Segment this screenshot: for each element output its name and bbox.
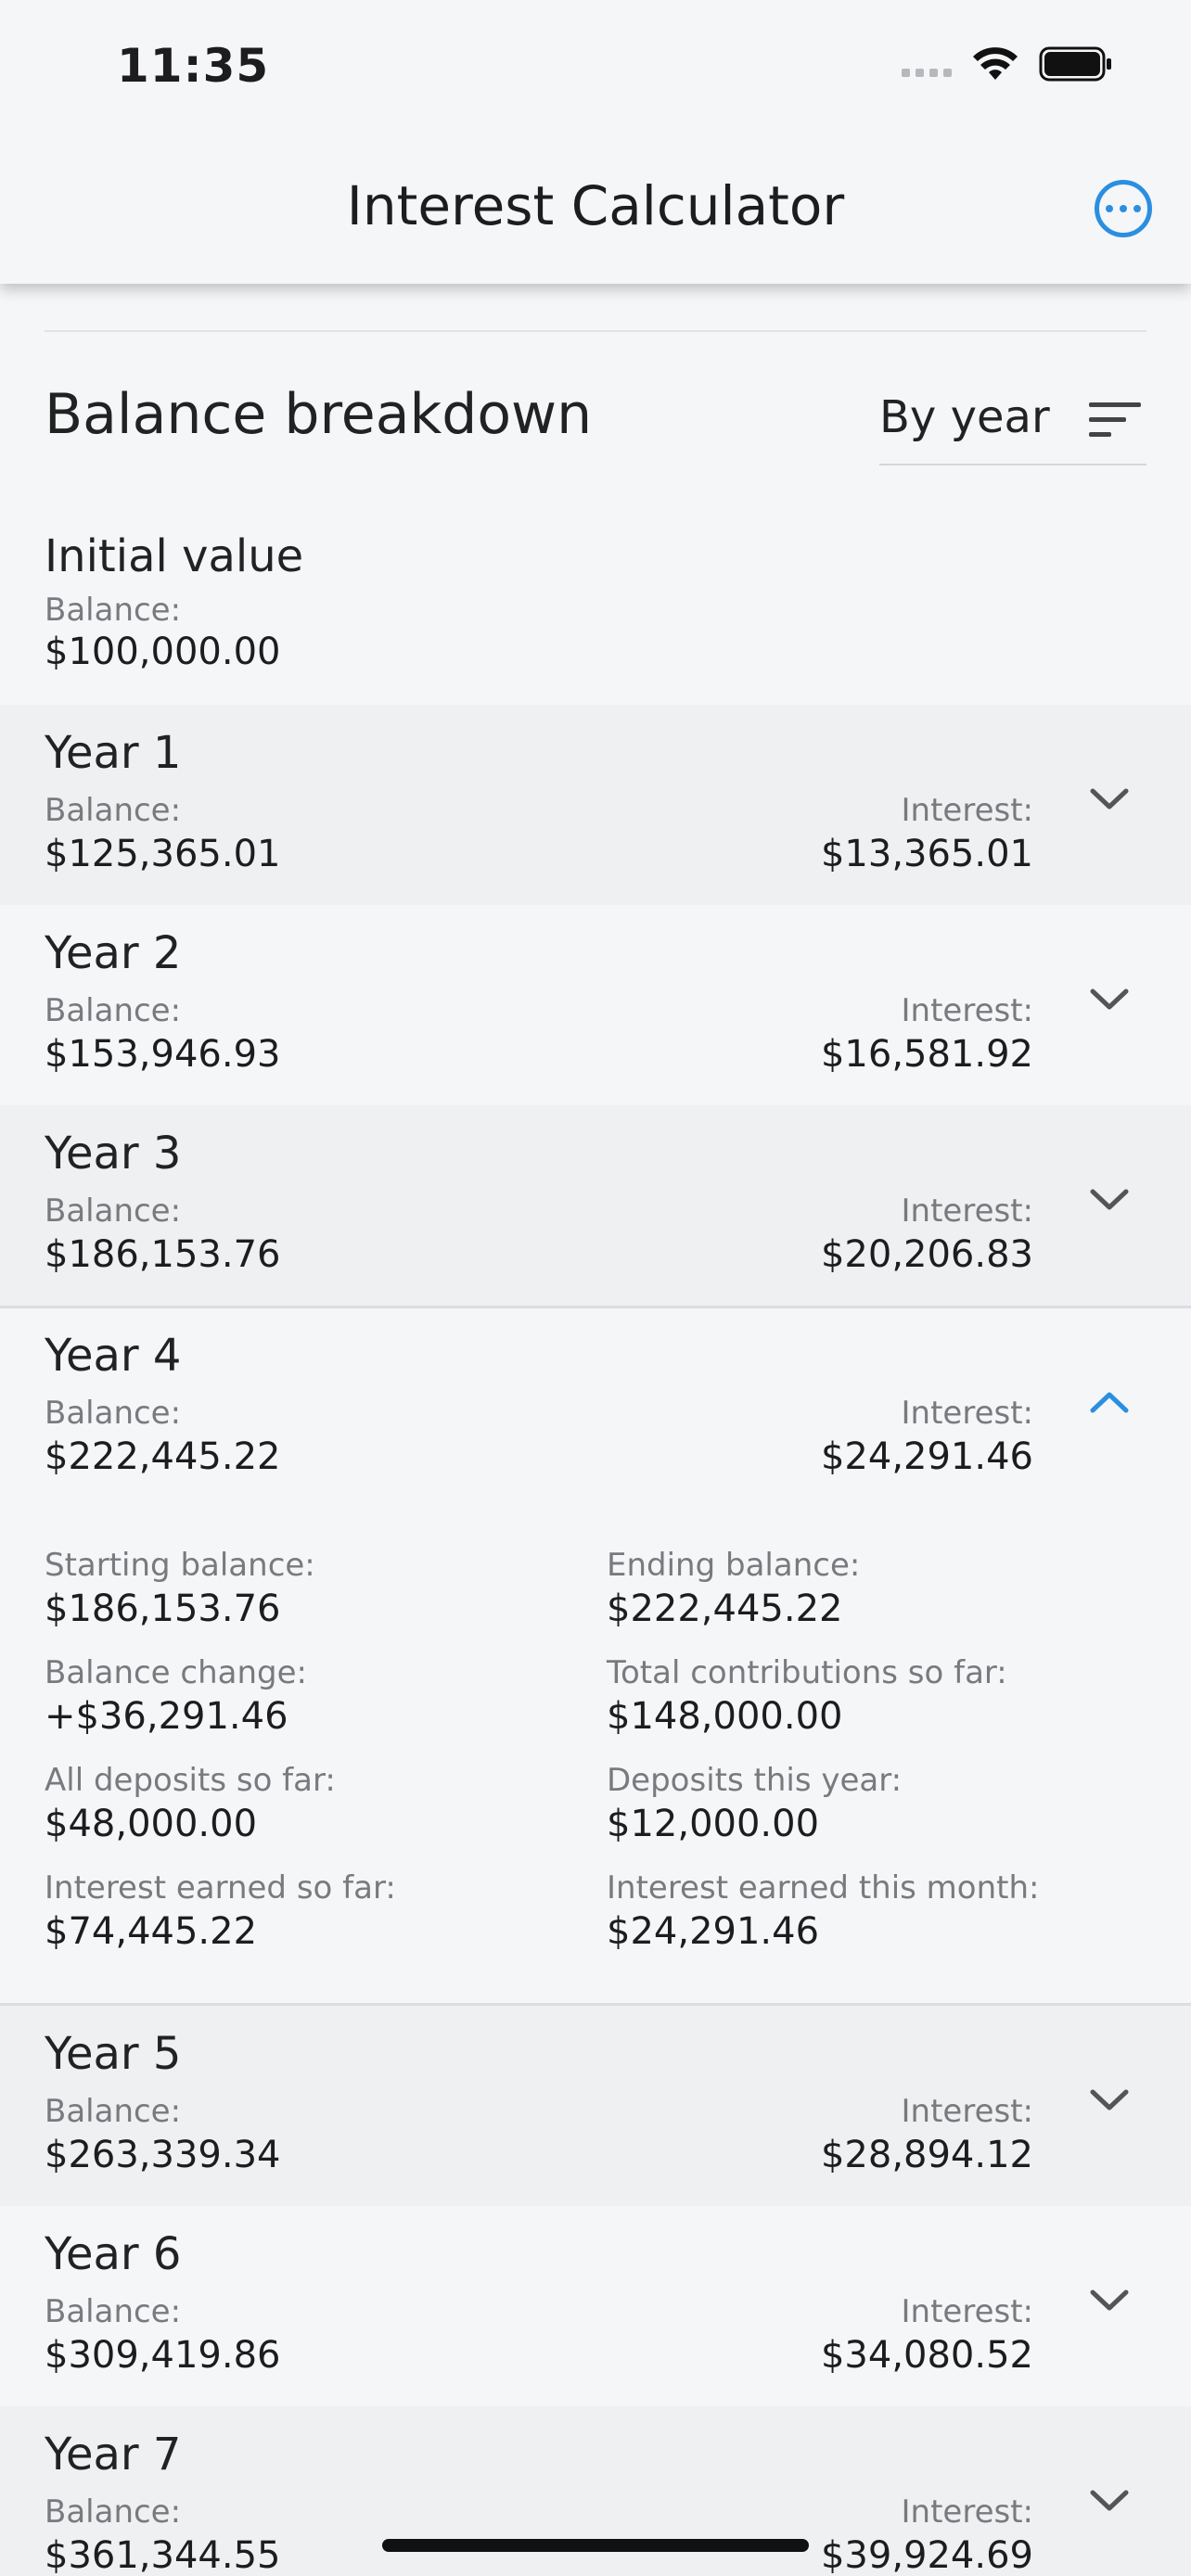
balance-label: Balance:	[45, 992, 182, 1029]
balance-label: Balance:	[45, 2293, 182, 2330]
year-row-6[interactable]: Year 6 Balance: $309,419.86 Interest: $3…	[0, 2206, 1191, 2406]
balance-label: Balance:	[45, 792, 182, 829]
interest-value: $34,080.52	[820, 2334, 1033, 2377]
interest-earned-this-month-label: Interest earned this month:	[607, 1869, 1040, 1906]
year-row-5[interactable]: Year 5 Balance: $263,339.34 Interest: $2…	[0, 2006, 1191, 2206]
year-row-7[interactable]: Year 7 Balance: $361,344.55 Interest: $3…	[0, 2406, 1191, 2576]
all-deposits-value: $48,000.00	[45, 1803, 258, 1845]
sort-label: By year	[879, 391, 1050, 443]
year-title: Year 2	[45, 927, 182, 979]
interest-label: Interest:	[901, 1192, 1033, 1230]
interest-earned-this-month: Interest earned this month: $24,291.46	[607, 1869, 1039, 1953]
all-deposits: All deposits so far: $48,000.00	[45, 1762, 336, 1845]
balance-change-label: Balance change:	[45, 1654, 307, 1691]
starting-balance-value: $186,153.76	[45, 1588, 281, 1630]
interest-earned-so-far: Interest earned so far: $74,445.22	[45, 1869, 396, 1953]
initial-value-row: Initial value Balance: $100,000.00	[45, 530, 303, 673]
year-title: Year 4	[45, 1330, 182, 1382]
year-row-2[interactable]: Year 2 Balance: $153,946.93 Interest: $1…	[0, 905, 1191, 1105]
balance-value: $222,445.22	[45, 1435, 281, 1478]
chevron-down-icon[interactable]	[1089, 987, 1130, 1013]
top-bar: 11:35 Interest Calculator	[0, 0, 1191, 284]
sort-lines-icon	[1089, 402, 1141, 437]
year-row-4[interactable]: Year 4 Balance: $222,445.22 Interest: $2…	[0, 1307, 1191, 1508]
year-title: Year 6	[45, 2228, 182, 2280]
status-icons	[902, 46, 1113, 82]
balance-label: Balance:	[45, 1395, 182, 1432]
deposits-this-year-label: Deposits this year:	[607, 1762, 903, 1799]
total-contributions: Total contributions so far: $148,000.00	[607, 1654, 1007, 1738]
interest-value: $39,924.69	[820, 2534, 1033, 2576]
nav-title: Interest Calculator	[346, 174, 845, 237]
more-options-button[interactable]	[1095, 180, 1152, 237]
interest-label: Interest:	[901, 792, 1033, 829]
initial-balance: $100,000.00	[45, 631, 281, 673]
interest-label: Interest:	[901, 2093, 1033, 2130]
cellular-signal-icon	[902, 51, 952, 77]
section-title: Balance breakdown	[45, 382, 593, 447]
balance-change-value: +$36,291.46	[45, 1695, 288, 1738]
year-title: Year 5	[45, 2028, 182, 2080]
interest-value: $28,894.12	[820, 2134, 1033, 2176]
balance-label: Balance:	[45, 1192, 182, 1230]
year-row-3[interactable]: Year 3 Balance: $186,153.76 Interest: $2…	[0, 1105, 1191, 1306]
total-contributions-value: $148,000.00	[607, 1695, 843, 1738]
starting-balance: Starting balance: $186,153.76	[45, 1547, 315, 1630]
interest-label: Interest:	[901, 1395, 1033, 1432]
initial-balance-label: Balance:	[45, 592, 182, 629]
all-deposits-label: All deposits so far:	[45, 1762, 336, 1799]
divider	[0, 2003, 1191, 2006]
wifi-icon	[973, 47, 1018, 80]
balance-change: Balance change: +$36,291.46	[45, 1654, 307, 1738]
balance-value: $186,153.76	[45, 1233, 281, 1276]
deposits-this-year-value: $12,000.00	[607, 1803, 820, 1845]
interest-earned-so-far-label: Interest earned so far:	[45, 1869, 396, 1906]
chevron-down-icon[interactable]	[1089, 2288, 1130, 2314]
balance-label: Balance:	[45, 2093, 182, 2130]
interest-value: $20,206.83	[820, 1233, 1033, 1276]
ellipsis-circle-icon	[1106, 205, 1113, 212]
starting-balance-label: Starting balance:	[45, 1547, 315, 1584]
balance-value: $309,419.86	[45, 2334, 281, 2377]
divider	[0, 1306, 1191, 1308]
ending-balance: Ending balance: $222,445.22	[607, 1547, 860, 1630]
chevron-down-icon[interactable]	[1089, 786, 1130, 812]
year-title: Year 7	[45, 2429, 182, 2480]
ending-balance-value: $222,445.22	[607, 1588, 843, 1630]
interest-value: $24,291.46	[820, 1435, 1033, 1478]
balance-value: $263,339.34	[45, 2134, 281, 2176]
status-time: 11:35	[117, 39, 270, 93]
chevron-down-icon[interactable]	[1089, 1187, 1130, 1213]
ending-balance-label: Ending balance:	[607, 1547, 861, 1584]
interest-earned-so-far-value: $74,445.22	[45, 1910, 258, 1953]
year-row-1[interactable]: Year 1 Balance: $125,365.01 Interest: $1…	[0, 705, 1191, 905]
deposits-this-year: Deposits this year: $12,000.00	[607, 1762, 902, 1845]
initial-title: Initial value	[45, 530, 304, 582]
sort-select[interactable]: By year	[879, 388, 1146, 465]
divider	[45, 330, 1146, 332]
chevron-down-icon[interactable]	[1089, 2488, 1130, 2514]
year-title: Year 3	[45, 1128, 182, 1180]
chevron-up-icon[interactable]	[1089, 1389, 1130, 1415]
interest-earned-this-month-value: $24,291.46	[607, 1910, 820, 1953]
balance-value: $125,365.01	[45, 833, 281, 875]
battery-icon	[1039, 46, 1111, 82]
home-indicator[interactable]	[382, 2539, 809, 2552]
chevron-down-icon[interactable]	[1089, 2087, 1130, 2113]
year-title: Year 1	[45, 727, 182, 779]
balance-label: Balance:	[45, 2493, 182, 2531]
balance-value: $361,344.55	[45, 2534, 281, 2576]
interest-label: Interest:	[901, 992, 1033, 1029]
interest-value: $13,365.01	[820, 833, 1033, 875]
interest-label: Interest:	[901, 2493, 1033, 2531]
balance-value: $153,946.93	[45, 1033, 281, 1076]
total-contributions-label: Total contributions so far:	[607, 1654, 1007, 1691]
interest-label: Interest:	[901, 2293, 1033, 2330]
interest-value: $16,581.92	[820, 1033, 1033, 1076]
